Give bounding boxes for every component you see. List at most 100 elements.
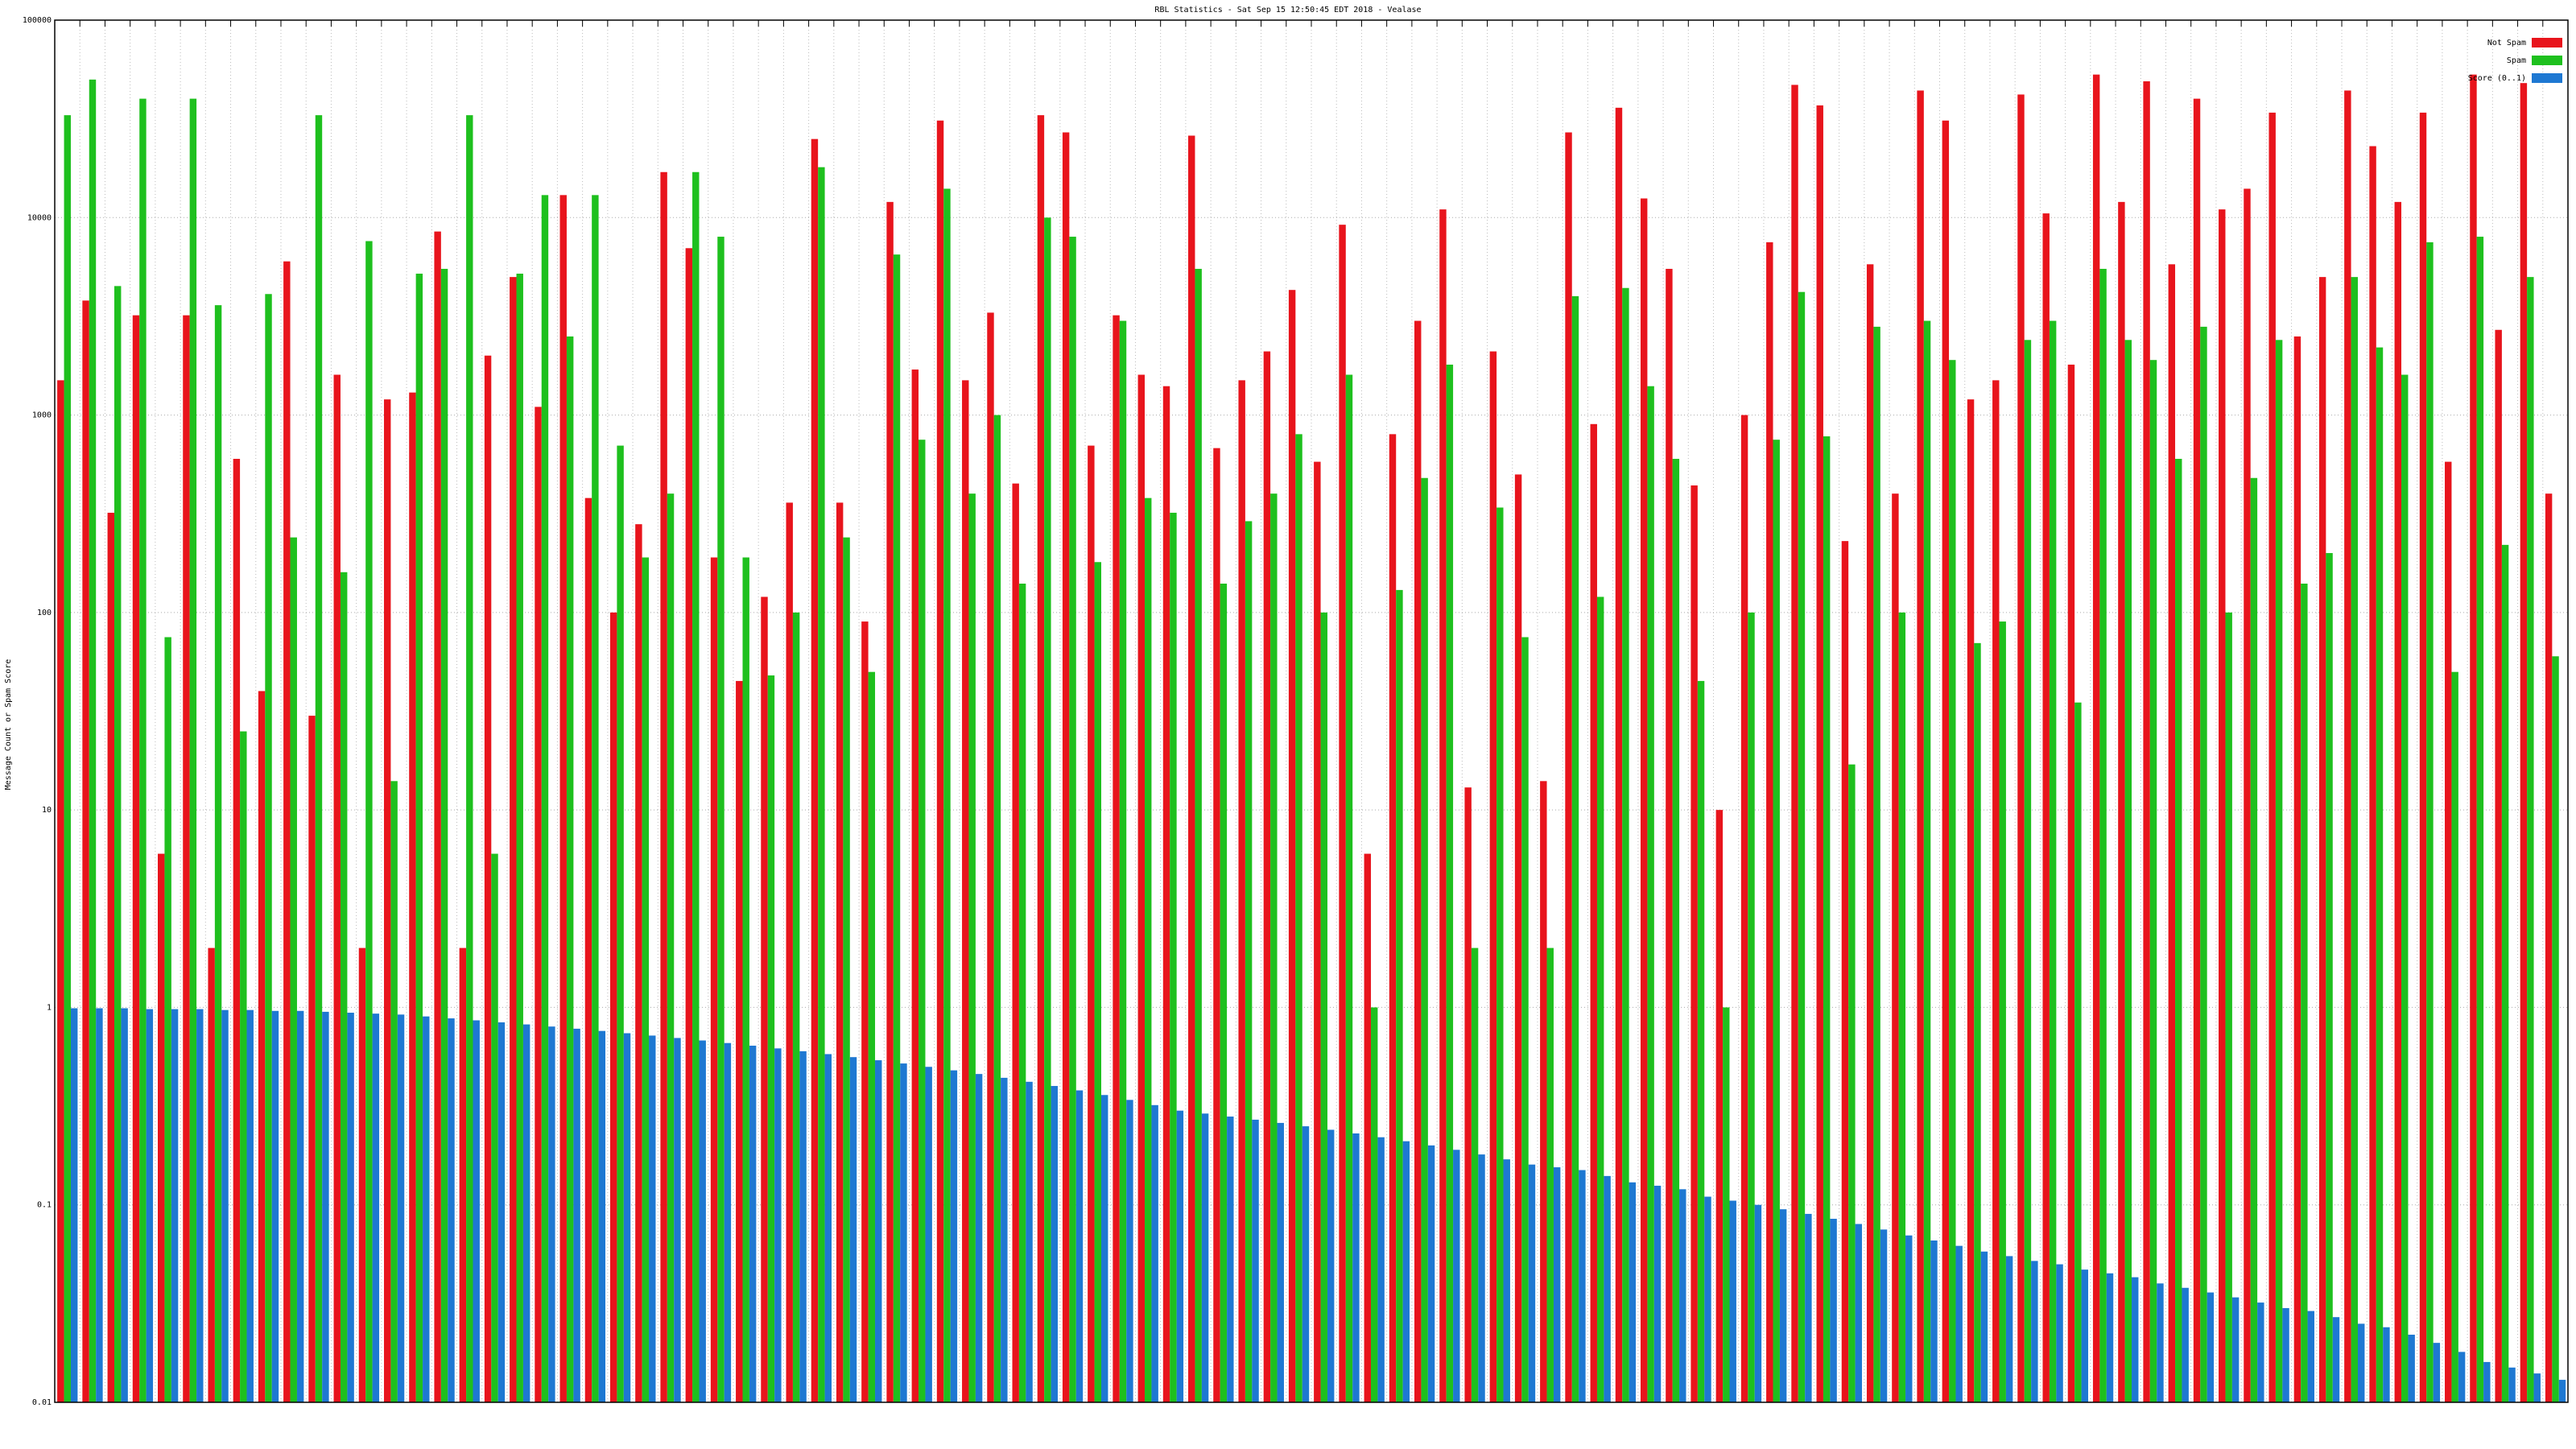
bar xyxy=(459,947,467,1402)
bar xyxy=(1044,217,1051,1403)
legend-swatch xyxy=(2532,56,2562,65)
bar xyxy=(1805,1213,1812,1402)
bar xyxy=(1377,1137,1385,1402)
bar xyxy=(2344,90,2351,1403)
bar xyxy=(1453,1150,1460,1402)
bar xyxy=(1999,621,2006,1402)
bar xyxy=(692,171,700,1402)
bar xyxy=(1051,1086,1058,1402)
bar xyxy=(911,369,919,1402)
bar xyxy=(818,167,825,1402)
bar xyxy=(2527,277,2534,1403)
bar xyxy=(2275,340,2283,1402)
bar xyxy=(1917,90,1924,1403)
bar xyxy=(1816,105,1823,1403)
bar xyxy=(1823,436,1831,1402)
bar xyxy=(1647,386,1654,1403)
bar xyxy=(1930,1240,1938,1402)
bar xyxy=(89,79,97,1402)
bar xyxy=(1766,242,1773,1402)
bar xyxy=(1446,364,1454,1402)
bar xyxy=(1126,1100,1133,1402)
bar xyxy=(2495,329,2502,1403)
bar xyxy=(736,680,743,1402)
bar xyxy=(2332,1317,2340,1402)
bar xyxy=(2042,213,2050,1403)
bar xyxy=(642,557,650,1402)
bar xyxy=(1546,947,1554,1402)
bar xyxy=(1923,320,1931,1402)
bar xyxy=(2351,277,2359,1403)
bar xyxy=(484,355,492,1403)
bar xyxy=(535,407,542,1402)
bar xyxy=(221,1009,229,1402)
legend-swatch xyxy=(2532,38,2562,47)
bar xyxy=(592,195,599,1402)
bar xyxy=(2426,242,2434,1402)
bar xyxy=(2318,277,2326,1403)
bar xyxy=(372,1013,380,1402)
bar xyxy=(1779,1209,1787,1402)
bar xyxy=(2394,201,2402,1403)
bar xyxy=(448,1018,455,1402)
bar xyxy=(548,1026,555,1402)
bar xyxy=(2419,112,2427,1403)
bar xyxy=(516,273,523,1402)
bar xyxy=(1101,1095,1108,1402)
bar xyxy=(283,261,291,1403)
bar xyxy=(2200,326,2207,1403)
bar xyxy=(1866,264,1874,1402)
bar xyxy=(397,1014,405,1402)
bar xyxy=(1402,1141,1410,1402)
bar xyxy=(1471,947,1479,1402)
bar xyxy=(423,1016,430,1402)
bar xyxy=(1037,115,1045,1402)
bar xyxy=(1974,642,1981,1402)
bar xyxy=(1201,1113,1209,1402)
bar xyxy=(1062,132,1070,1402)
bar xyxy=(559,195,567,1402)
bar xyxy=(1195,268,1202,1402)
bar xyxy=(2268,112,2276,1403)
bar xyxy=(667,493,675,1402)
bar xyxy=(609,612,617,1402)
bar xyxy=(2376,347,2384,1402)
bar xyxy=(2225,612,2232,1402)
bar xyxy=(240,731,247,1402)
bar xyxy=(2307,1311,2314,1402)
bar xyxy=(271,1010,279,1402)
bar xyxy=(886,201,894,1403)
bar xyxy=(1679,1189,1686,1402)
bar xyxy=(943,188,951,1402)
bar xyxy=(1439,209,1447,1402)
bar xyxy=(1339,225,1346,1403)
bar xyxy=(296,1010,304,1402)
bar xyxy=(171,1009,179,1402)
bar xyxy=(233,458,241,1402)
bar xyxy=(208,947,215,1402)
bar xyxy=(875,1060,882,1402)
bar xyxy=(2092,74,2100,1402)
bar xyxy=(584,497,592,1402)
bar xyxy=(308,716,316,1402)
bar xyxy=(96,1008,103,1402)
bar xyxy=(717,237,724,1402)
bar xyxy=(1370,1007,1378,1402)
bar xyxy=(1478,1154,1485,1402)
bar xyxy=(2408,1335,2415,1402)
bar xyxy=(2533,1373,2541,1402)
bar xyxy=(1012,483,1019,1402)
bar xyxy=(1949,360,1956,1402)
bar xyxy=(824,1054,832,1402)
bar xyxy=(1579,1170,1586,1402)
y-tick-label: 10 xyxy=(42,806,52,815)
bar xyxy=(1026,1081,1033,1402)
bar xyxy=(2056,1264,2063,1402)
bar xyxy=(1345,374,1353,1403)
bar xyxy=(2099,268,2107,1402)
bar xyxy=(265,294,272,1403)
bar xyxy=(107,512,114,1402)
bar xyxy=(1514,474,1522,1402)
legend-label: Not Spam xyxy=(2487,39,2526,47)
y-tick-label: 1 xyxy=(47,1003,52,1012)
